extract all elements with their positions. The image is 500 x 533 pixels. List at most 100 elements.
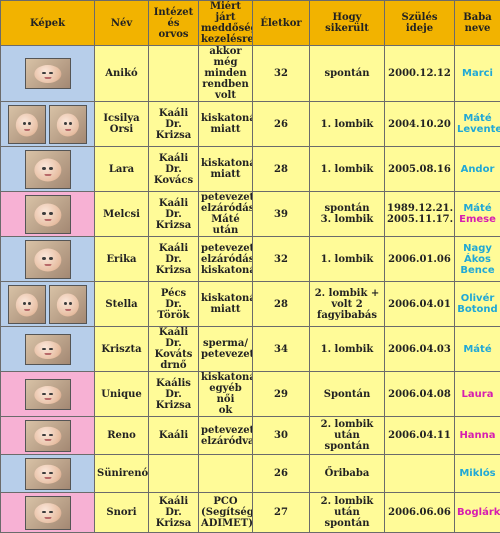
header-kepek: Képek bbox=[1, 1, 95, 46]
age-cell: 39 bbox=[253, 192, 310, 237]
baby-name: Máté bbox=[457, 203, 498, 214]
face-shape bbox=[34, 341, 61, 359]
header-nev: Név bbox=[95, 1, 149, 46]
clinic-cell: Kaáli Dr. Krizsa bbox=[149, 192, 199, 237]
reason-cell bbox=[199, 455, 253, 493]
eye-shape bbox=[49, 257, 53, 260]
header-eletkor: Életkor bbox=[253, 1, 310, 46]
baby-photo bbox=[49, 105, 87, 144]
eye-shape bbox=[42, 393, 46, 395]
birth-cell: 2006.04.03 bbox=[385, 327, 455, 372]
baby-photo bbox=[8, 105, 46, 144]
face-shape bbox=[16, 113, 38, 136]
birth-cell: 2000.12.12 bbox=[385, 46, 455, 102]
age-cell: 29 bbox=[253, 372, 310, 417]
baby-name: Nagy Ákos Bence bbox=[460, 243, 494, 276]
how-cell: 1. lombik bbox=[310, 147, 385, 192]
how-cell: 1. lombik bbox=[310, 237, 385, 282]
table-row: Sünirenóca26ŐribabaMiklós bbox=[1, 455, 500, 493]
clinic-cell: Kaális Dr. Krizsa bbox=[149, 372, 199, 417]
photo-cell bbox=[1, 372, 95, 417]
baby-photo bbox=[25, 58, 71, 89]
baby-name-cell: Nagy Ákos Bence bbox=[455, 237, 500, 282]
mouth-shape bbox=[44, 517, 51, 519]
eye-shape bbox=[23, 122, 26, 125]
birth-cell: 2006.04.01 bbox=[385, 282, 455, 327]
header-miert: Miért járt meddőségi kezelésre bbox=[199, 1, 253, 46]
reason-cell: PCO (Segítség ADIMET) bbox=[199, 493, 253, 533]
name-cell: Erika bbox=[95, 237, 149, 282]
header-baba: Baba neve bbox=[455, 1, 500, 46]
mouth-shape bbox=[44, 477, 51, 479]
baby-name: Andor bbox=[461, 164, 495, 175]
eye-shape bbox=[49, 212, 53, 215]
baby-name: Emese bbox=[457, 214, 498, 225]
reason-cell: petevezető elzáródás/ kiskatonák bbox=[199, 237, 253, 282]
photo-cell bbox=[1, 455, 95, 493]
photo-cell bbox=[1, 46, 95, 102]
baby-name-cell: Máté bbox=[455, 327, 500, 372]
how-cell: 2. lombik után spontán bbox=[310, 493, 385, 533]
birth-cell: 2006.04.08 bbox=[385, 372, 455, 417]
baby-photo bbox=[25, 458, 71, 490]
baby-name-cell: Miklós bbox=[455, 455, 500, 493]
eye-shape bbox=[49, 167, 53, 170]
face-shape bbox=[34, 203, 61, 226]
baby-photo bbox=[49, 285, 87, 324]
how-cell: 1. lombik bbox=[310, 102, 385, 147]
face-shape bbox=[34, 427, 61, 446]
header-row: Képek Név Intézet és orvos Miért járt me… bbox=[1, 1, 500, 46]
photo-cell bbox=[1, 237, 95, 282]
photo-cell bbox=[1, 493, 95, 533]
clinic-cell: Kaáli Dr. Krizsa bbox=[149, 102, 199, 147]
baby-name: Olivér Botond bbox=[457, 293, 497, 315]
reason-cell: sperma/ petevezető bbox=[199, 327, 253, 372]
baby-name: Máté Levente bbox=[457, 113, 500, 135]
photo-cell bbox=[1, 147, 95, 192]
baby-photo bbox=[25, 379, 71, 410]
baby-name-cell: Andor bbox=[455, 147, 500, 192]
how-cell: spontán 3. lombik bbox=[310, 192, 385, 237]
age-cell: 26 bbox=[253, 102, 310, 147]
age-cell: 28 bbox=[253, 282, 310, 327]
baby-name-cell: Hanna bbox=[455, 417, 500, 455]
baby-photo bbox=[8, 285, 46, 324]
photo-cell bbox=[1, 102, 95, 147]
name-cell: Lara bbox=[95, 147, 149, 192]
reason-cell: kiskatonák miatt bbox=[199, 102, 253, 147]
how-cell: 2. lombik + volt 2 fagyibabás bbox=[310, 282, 385, 327]
reason-cell: kiskatonák miatt bbox=[199, 147, 253, 192]
birth-cell: 2005.08.16 bbox=[385, 147, 455, 192]
baby-photo bbox=[25, 496, 71, 530]
baby-photo bbox=[25, 195, 71, 234]
clinic-cell: Kaáli Dr. Krizsa bbox=[149, 493, 199, 533]
clinic-cell: Kaáli bbox=[149, 417, 199, 455]
clinic-cell: Kaáli Dr. Kováts drnő bbox=[149, 327, 199, 372]
baby-name-cell: Laura bbox=[455, 372, 500, 417]
photo-cell bbox=[1, 417, 95, 455]
baby-photo bbox=[25, 334, 71, 365]
name-cell: Icsilya Orsi bbox=[95, 102, 149, 147]
photo-cell bbox=[1, 282, 95, 327]
mouth-shape bbox=[44, 353, 51, 355]
baby-photo bbox=[25, 150, 71, 189]
name-cell: Reno bbox=[95, 417, 149, 455]
photo-cell bbox=[1, 192, 95, 237]
header-hogy: Hogy sikerült bbox=[310, 1, 385, 46]
birth-cell: 2004.10.20 bbox=[385, 102, 455, 147]
baby-name: Máté bbox=[463, 344, 491, 355]
age-cell: 30 bbox=[253, 417, 310, 455]
birth-cell bbox=[385, 455, 455, 493]
name-cell: Stella bbox=[95, 282, 149, 327]
birth-cell: 1989.12.21. 2005.11.17. bbox=[385, 192, 455, 237]
